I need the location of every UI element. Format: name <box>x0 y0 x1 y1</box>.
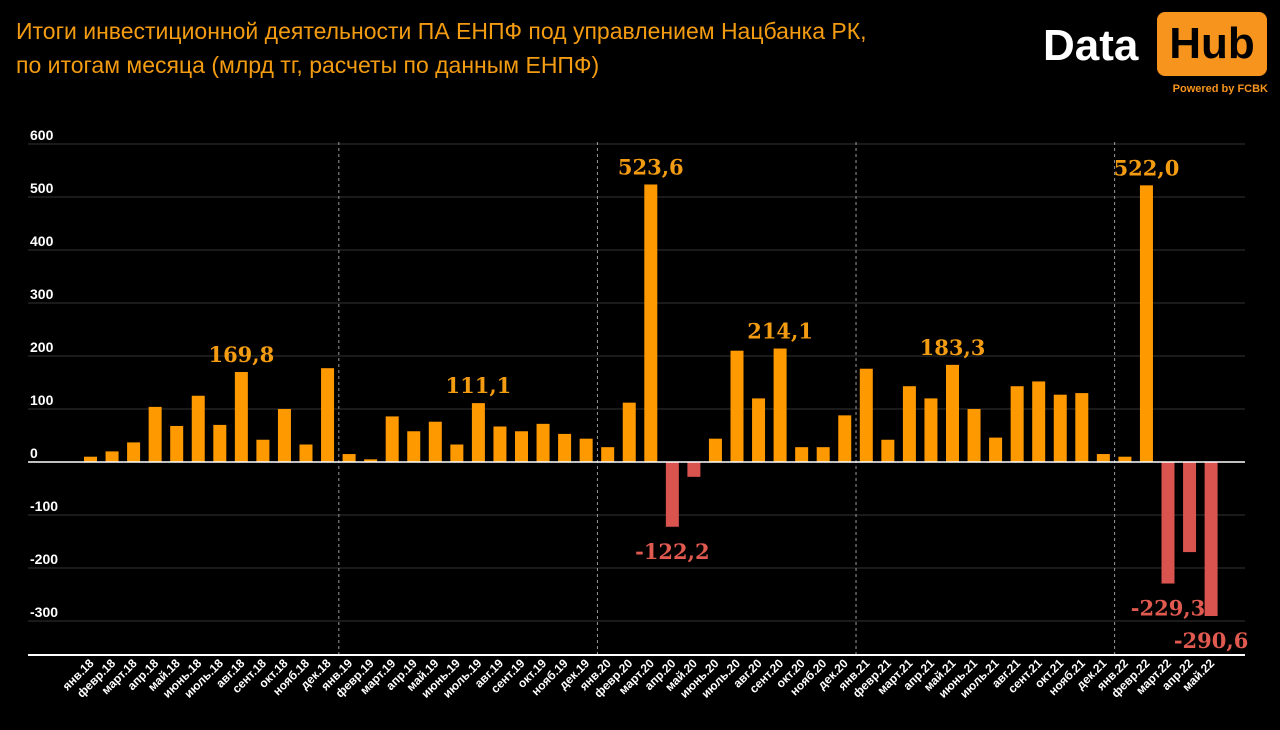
data-label: 111,1 <box>446 373 512 398</box>
logo-hub-badge: Hub <box>1157 12 1267 76</box>
bar <box>407 431 421 462</box>
bar <box>1010 386 1024 462</box>
bar <box>859 368 873 462</box>
bar <box>213 424 227 462</box>
logo-powered-by: Powered by FCBK <box>1172 83 1268 95</box>
bar <box>881 439 895 462</box>
bar <box>1183 462 1197 553</box>
bar <box>795 447 809 462</box>
bar <box>321 368 335 462</box>
bar <box>946 364 959 462</box>
grid-lines <box>28 143 1245 622</box>
bar <box>924 398 938 462</box>
bar <box>364 459 378 462</box>
bar <box>1075 393 1089 462</box>
y-tick-label: 300 <box>30 286 54 302</box>
data-label: 169,8 <box>208 342 274 367</box>
data-label: -122,2 <box>635 539 709 564</box>
bar <box>558 433 572 462</box>
bar <box>730 350 744 462</box>
y-tick-labels: 600 500 400 300 200 100 0 -100 -200 -300 <box>30 127 58 620</box>
bar <box>84 456 97 462</box>
bar <box>428 421 442 462</box>
bar <box>127 442 141 462</box>
bar <box>450 444 464 462</box>
bar <box>838 415 852 462</box>
bar <box>170 425 184 462</box>
y-tick-label: 200 <box>30 339 54 355</box>
datahub-logo: Data Hub Powered by FCBK <box>1043 12 1268 100</box>
chart-title: Итоги инвестиционной деятельности ПА ЕНП… <box>16 14 867 82</box>
bar <box>622 402 636 462</box>
y-tick-label: 400 <box>30 233 54 249</box>
bar <box>902 386 916 462</box>
bar <box>299 444 313 462</box>
y-tick-label: -200 <box>30 551 58 567</box>
bar <box>1053 394 1067 462</box>
bar <box>515 431 528 462</box>
chart-title-line1: Итоги инвестиционной деятельности ПА ЕНП… <box>16 18 867 44</box>
bar <box>1032 381 1046 462</box>
data-label: 522,0 <box>1114 155 1180 180</box>
y-tick-label: 600 <box>30 127 54 143</box>
bar <box>1118 456 1132 462</box>
bar <box>148 406 162 462</box>
bar <box>256 439 270 462</box>
data-label: 214,1 <box>747 319 813 344</box>
bar <box>752 398 766 462</box>
bar <box>644 184 658 462</box>
bar <box>471 403 485 462</box>
bar <box>989 437 1003 462</box>
x-tick-labels: янв.18февр.18март.18апр.18май.18июнь.18и… <box>60 656 1218 701</box>
y-tick-label: -300 <box>30 604 58 620</box>
bar <box>687 462 701 477</box>
bar <box>773 348 787 462</box>
bar <box>1161 462 1175 584</box>
bar <box>342 454 356 462</box>
bar <box>493 426 507 462</box>
bar <box>601 447 615 462</box>
bar <box>708 438 722 462</box>
data-labels: 169,8 111,1 523,6 -122,2 214,1 183,3 522,0 -229… <box>208 154 1248 653</box>
y-tick-label: -100 <box>30 498 58 514</box>
bar <box>385 416 399 462</box>
axes <box>28 461 1245 656</box>
bar <box>816 447 830 462</box>
bar <box>1139 185 1153 462</box>
bar <box>191 395 205 462</box>
year-separators <box>338 142 1116 655</box>
bar <box>665 462 679 527</box>
bar <box>234 372 248 462</box>
bar <box>967 409 981 462</box>
bar <box>1096 454 1110 462</box>
bars <box>84 184 1218 617</box>
bar <box>1204 462 1218 617</box>
logo-data-text: Data <box>1043 21 1139 70</box>
data-label: -290,6 <box>1174 628 1248 653</box>
chart-title-line2: по итогам месяца (млрд тг, расчеты по да… <box>16 52 600 78</box>
bar <box>536 423 550 462</box>
y-tick-label: 0 <box>30 445 38 461</box>
bar <box>277 409 291 462</box>
bar <box>105 451 119 462</box>
data-label: -229,3 <box>1131 596 1205 621</box>
data-label: 183,3 <box>920 335 986 360</box>
bar <box>579 438 593 462</box>
data-label: 523,6 <box>618 154 684 179</box>
y-tick-label: 100 <box>30 392 54 408</box>
y-tick-label: 500 <box>30 180 54 196</box>
